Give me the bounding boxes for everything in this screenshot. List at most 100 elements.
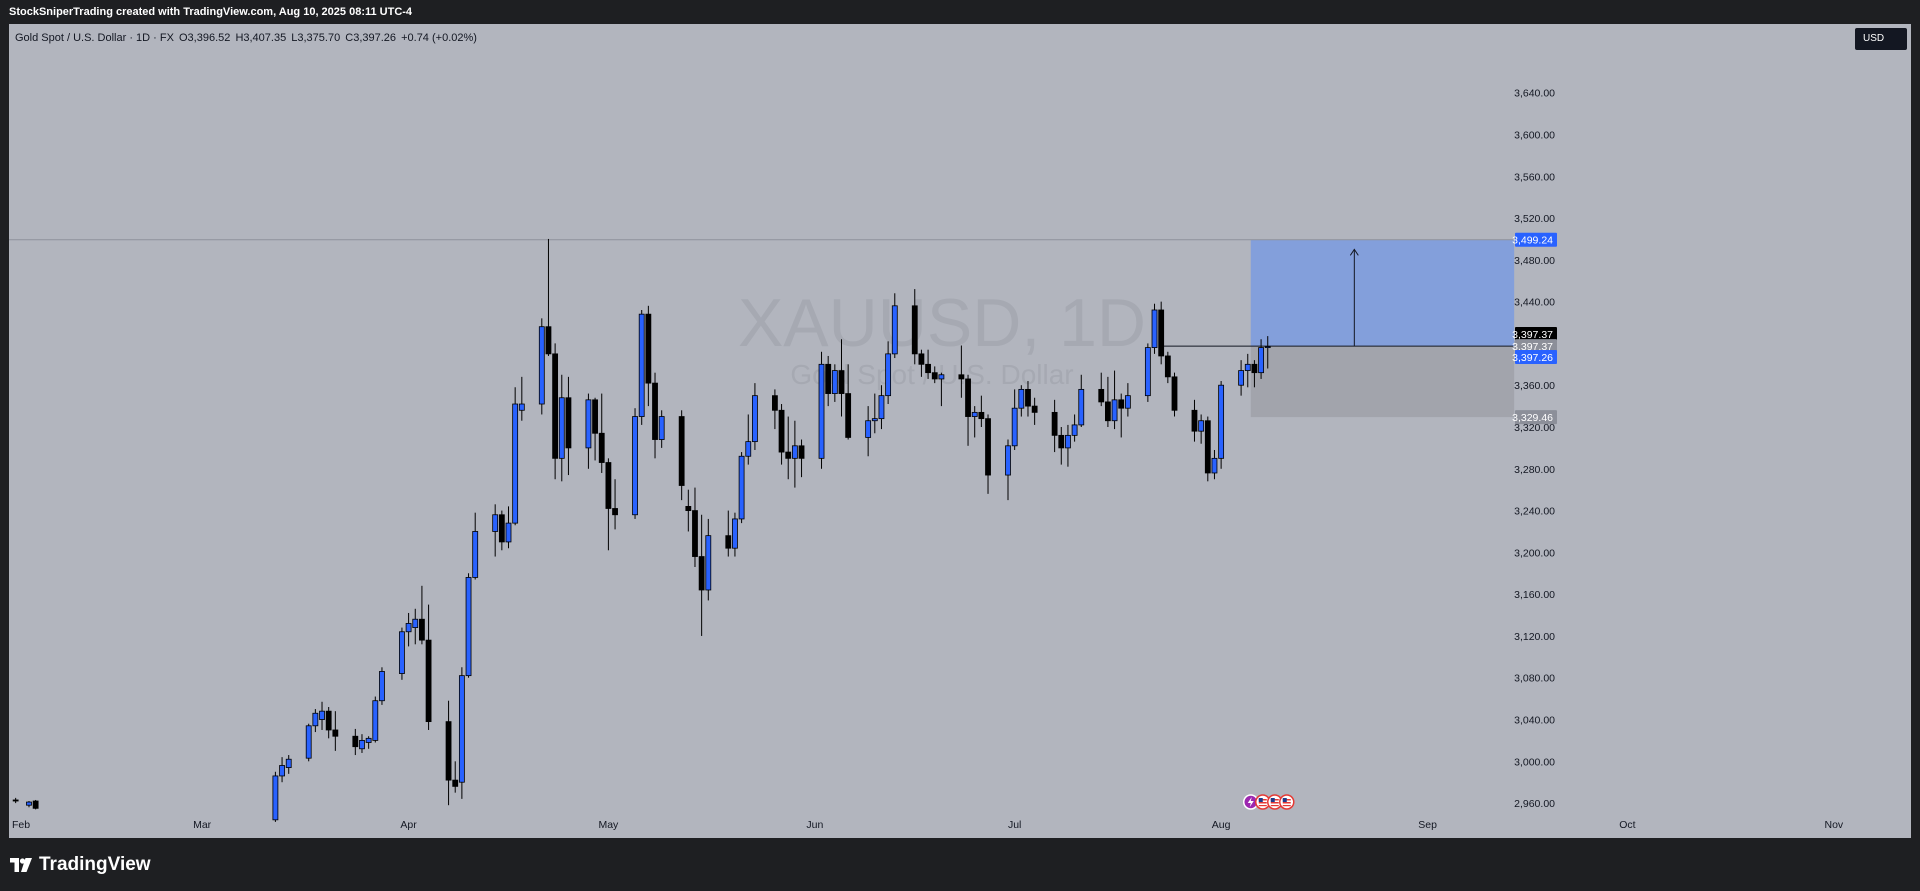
candle[interactable] (1058, 427, 1065, 465)
candle[interactable] (352, 728, 359, 756)
candle[interactable] (1191, 399, 1198, 442)
candle[interactable] (931, 366, 938, 384)
candle[interactable] (592, 397, 598, 461)
candles[interactable] (9, 238, 1271, 822)
candle[interactable] (612, 479, 618, 530)
candle[interactable] (692, 487, 698, 567)
candle[interactable] (365, 736, 372, 749)
candle[interactable] (465, 573, 472, 678)
candle[interactable] (658, 410, 665, 448)
candle[interactable] (1164, 351, 1171, 384)
price-label[interactable]: 3,329.46 (1512, 410, 1557, 425)
candle[interactable] (565, 376, 572, 476)
candle[interactable] (911, 289, 918, 365)
candle[interactable] (878, 385, 885, 430)
candle[interactable] (1204, 416, 1211, 482)
candle[interactable] (645, 305, 652, 407)
candle[interactable] (978, 395, 985, 427)
candle[interactable] (732, 512, 738, 557)
candle[interactable] (918, 349, 925, 377)
candle[interactable] (585, 393, 592, 469)
candle[interactable] (678, 410, 685, 501)
candle[interactable] (638, 309, 645, 425)
candle[interactable] (1151, 303, 1158, 354)
position-tool[interactable] (1250, 239, 1515, 418)
candle[interactable] (845, 364, 852, 440)
currency-button[interactable]: USD (1855, 28, 1907, 50)
candle[interactable] (1198, 414, 1205, 444)
price-label[interactable]: 3,499.24 (1512, 232, 1557, 247)
candle[interactable] (1011, 389, 1018, 450)
candle[interactable] (285, 755, 292, 774)
candle[interactable] (1144, 343, 1151, 402)
candle[interactable] (1244, 353, 1251, 388)
candle[interactable] (871, 393, 878, 434)
tradingview-logo[interactable]: TradingView (10, 854, 151, 876)
candle[interactable] (399, 627, 405, 680)
candle[interactable] (1238, 360, 1244, 396)
candle[interactable] (26, 801, 32, 808)
candle[interactable] (971, 406, 978, 438)
candle[interactable] (425, 604, 432, 730)
candle[interactable] (445, 700, 452, 806)
price-axis[interactable]: 2,960.00 3,000.00 3,040.00 3,080.00 3,120.00… (1512, 88, 1557, 810)
us-flag-icon[interactable] (1279, 794, 1295, 810)
candle[interactable] (1211, 449, 1218, 480)
candle[interactable] (838, 339, 845, 417)
candle[interactable] (452, 761, 459, 793)
candle[interactable] (379, 667, 385, 705)
candle[interactable] (512, 387, 519, 526)
candle[interactable] (272, 771, 279, 822)
candle[interactable] (632, 408, 638, 519)
candle[interactable] (825, 355, 832, 407)
time-axis[interactable]: Feb Mar Apr May Jun Jul Aug Sep Oct Nov (12, 819, 1844, 831)
candle[interactable] (1078, 374, 1085, 427)
candle[interactable] (552, 343, 559, 480)
candle[interactable] (279, 757, 285, 783)
candle[interactable] (1065, 424, 1071, 467)
candle[interactable] (798, 439, 805, 478)
candle[interactable] (412, 608, 419, 645)
candle[interactable] (325, 706, 332, 739)
candle[interactable] (332, 711, 339, 751)
candle[interactable] (752, 383, 758, 450)
stop-zone[interactable] (1250, 346, 1515, 418)
candle[interactable] (12, 797, 19, 804)
candle[interactable] (472, 512, 479, 580)
candle[interactable] (745, 414, 752, 465)
candle[interactable] (1025, 381, 1031, 417)
candle[interactable] (891, 293, 898, 359)
candle[interactable] (738, 452, 745, 524)
candle[interactable] (312, 709, 319, 733)
candle[interactable] (885, 341, 892, 405)
candle[interactable] (518, 376, 525, 421)
arrow-head[interactable] (1349, 248, 1359, 256)
arrow-drawing[interactable] (1349, 248, 1359, 347)
candle[interactable] (558, 374, 565, 482)
chart-canvas[interactable]: XAUUSD, 1D Gold Spot / U.S. Dollar 2,960… (9, 24, 1911, 838)
candle[interactable] (778, 404, 785, 465)
candle[interactable] (498, 510, 505, 551)
price-label[interactable]: 3,397.37 (1512, 327, 1557, 342)
candle[interactable] (785, 416, 792, 480)
candle[interactable] (319, 701, 325, 730)
candle[interactable] (1098, 372, 1105, 407)
candle[interactable] (359, 734, 365, 753)
candle[interactable] (1218, 381, 1225, 469)
candle[interactable] (818, 351, 825, 469)
candle[interactable] (705, 518, 712, 601)
candle[interactable] (698, 514, 705, 636)
chart-area[interactable]: XAUUSD, 1D Gold Spot / U.S. Dollar 2,960… (9, 24, 1911, 838)
candle[interactable] (772, 389, 778, 430)
candle[interactable] (925, 349, 931, 379)
candle[interactable] (1258, 339, 1264, 379)
candle[interactable] (305, 723, 312, 762)
candle[interactable] (605, 458, 612, 551)
candle[interactable] (545, 238, 552, 356)
candle[interactable] (831, 364, 838, 402)
candle[interactable] (372, 696, 379, 743)
candle[interactable] (791, 420, 798, 488)
candle[interactable] (419, 585, 425, 645)
candle[interactable] (492, 504, 499, 557)
candle[interactable] (652, 372, 658, 459)
